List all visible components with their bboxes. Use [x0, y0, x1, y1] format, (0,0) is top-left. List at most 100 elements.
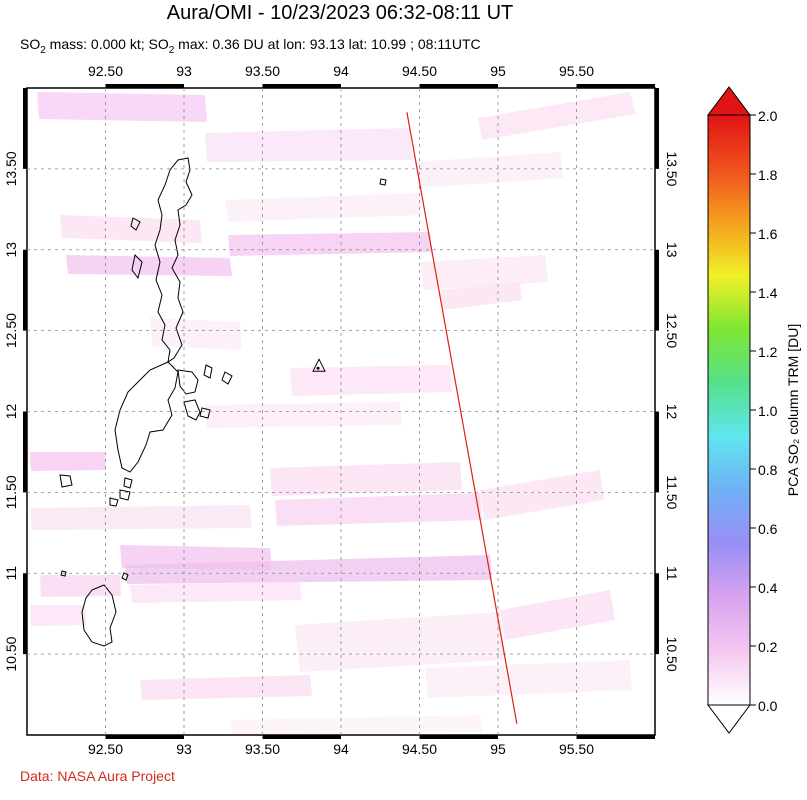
- colorbar-underflow-arrow-icon: [707, 704, 751, 734]
- swath-strip: [60, 215, 202, 243]
- border-scale-block: [105, 84, 184, 88]
- lon-tick-label-top: 94: [333, 63, 349, 79]
- lon-tick-label-top: 95.50: [559, 63, 594, 79]
- north-andaman-coastline: [154, 157, 193, 364]
- colorbar-tick-label: 1.0: [758, 403, 778, 419]
- lat-tick-label-left: 11: [3, 566, 19, 581]
- data-credit: Data: NASA Aura Project: [20, 768, 175, 784]
- swath-strip: [478, 92, 636, 140]
- swath-strip: [30, 605, 86, 626]
- border-scale-block: [23, 411, 27, 493]
- border-scale-block: [419, 735, 498, 739]
- border-scale-block: [419, 84, 498, 88]
- island-coastline: [121, 572, 129, 581]
- colorbar-tick-label: 0.0: [758, 698, 778, 714]
- map-border-scale: [23, 84, 659, 739]
- colorbar-scale: [707, 114, 751, 706]
- swath-strip: [30, 452, 106, 471]
- island-coastline: [59, 474, 73, 488]
- swath-strip: [420, 255, 548, 290]
- swath-strip: [150, 318, 242, 350]
- swath-strip: [415, 152, 563, 188]
- colorbar-tick-label: 0.6: [758, 521, 778, 537]
- colorbar-tick-label: 1.4: [758, 285, 778, 301]
- lon-tick-label-top: 93: [176, 63, 192, 79]
- swath-strip: [440, 282, 522, 310]
- colorbar-label: PCA SO₂ column TRM [DU]: [785, 324, 801, 496]
- border-scale-block: [655, 573, 659, 655]
- lat-tick-label-right: 11: [664, 566, 680, 581]
- swath-strip: [270, 462, 462, 496]
- island-coastline: [130, 217, 141, 231]
- island-coastline: [119, 489, 131, 501]
- lat-tick-label-left: 12.50: [3, 313, 19, 348]
- colorbar-overflow-arrow-icon: [707, 86, 751, 116]
- lat-tick-label-right: 12: [664, 404, 680, 420]
- lon-tick-label-top: 95: [490, 63, 506, 79]
- swath-strip: [295, 612, 505, 672]
- grid-lines: [27, 88, 655, 735]
- colorbar: 0.0 0.2 0.4 0.6 0.8 1.0 1.2 1.4 1.6 1.8 2.0 PCA SO…: [707, 86, 801, 734]
- colorbar-tick-label: 0.4: [758, 580, 778, 596]
- island-coastline: [131, 253, 143, 280]
- swath-strip: [230, 715, 482, 735]
- volcano-vent-marker: [316, 366, 320, 370]
- lat-tick-label-left: 13: [3, 242, 19, 258]
- swath-strip: [225, 193, 422, 222]
- swath-strip: [66, 255, 232, 276]
- island-coastline: [199, 407, 211, 419]
- colorbar-tick-label: 1.8: [758, 167, 778, 183]
- border-scale-block: [655, 88, 659, 169]
- swath-strip: [140, 675, 312, 700]
- volcano-triangle-icon: [312, 358, 326, 372]
- colorbar-tick-label: 0.2: [758, 639, 778, 655]
- lat-tick-label-left: 13.50: [3, 151, 19, 186]
- lat-tick-label-left: 10.50: [3, 636, 19, 671]
- swath-strip: [290, 365, 452, 396]
- lat-tick-label-right: 13.50: [664, 151, 680, 186]
- island-coastline: [203, 364, 213, 379]
- island-coastline: [123, 477, 133, 489]
- border-scale-block: [262, 84, 341, 88]
- border-scale-block: [655, 411, 659, 493]
- swath-strip: [125, 555, 492, 584]
- coastline-layer: [59, 157, 387, 647]
- lat-tick-label-right: 13: [664, 242, 680, 258]
- lon-tick-label-bottom: 94: [333, 741, 349, 757]
- tick-labels: 92.50 92.50 93 93 93.50 93.50 94 94 94.50 94.50 95…: [3, 63, 680, 757]
- map-subtitle: SO2 mass: 0.000 kt; SO2 max: 0.36 DU at …: [20, 36, 481, 56]
- island-coastline: [109, 497, 119, 507]
- border-scale-block: [576, 84, 655, 88]
- colorbar-tick-label: 1.6: [758, 226, 778, 242]
- so2-swath-layer: [30, 92, 636, 735]
- colorbar-tick-label: 1.2: [758, 344, 778, 360]
- swath-strip: [205, 402, 402, 428]
- lon-tick-label-bottom: 95: [490, 741, 506, 757]
- island-coastline: [379, 178, 387, 186]
- swath-strip: [500, 590, 615, 640]
- swath-strip: [40, 575, 121, 597]
- swath-strip: [275, 493, 482, 526]
- colorbar-tick-label: 2.0: [758, 108, 778, 124]
- island-coastline: [183, 399, 201, 421]
- border-scale-block: [23, 88, 27, 169]
- lon-tick-label-top: 92.50: [88, 63, 123, 79]
- car-nicobar-coastline: [81, 584, 117, 647]
- border-scale-block: [23, 249, 27, 331]
- lon-tick-label-bottom: 95.50: [559, 741, 594, 757]
- lat-tick-label-right: 12.50: [664, 313, 680, 348]
- lon-tick-label-bottom: 93.50: [245, 741, 280, 757]
- lon-tick-label-top: 93.50: [245, 63, 280, 79]
- swath-strip: [228, 232, 432, 256]
- border-scale-block: [23, 573, 27, 655]
- colorbar-tick-label: 0.8: [758, 462, 778, 478]
- lon-tick-label-bottom: 94.50: [402, 741, 437, 757]
- lat-tick-label-left: 11.50: [3, 475, 19, 509]
- swath-strip: [425, 660, 632, 698]
- lat-tick-label-right: 11.50: [664, 475, 680, 509]
- lon-tick-label-bottom: 92.50: [88, 741, 123, 757]
- map-title: Aura/OMI - 10/23/2023 06:32-08:11 UT: [166, 2, 514, 24]
- swath-strip: [480, 470, 604, 520]
- island-coastline: [221, 371, 233, 385]
